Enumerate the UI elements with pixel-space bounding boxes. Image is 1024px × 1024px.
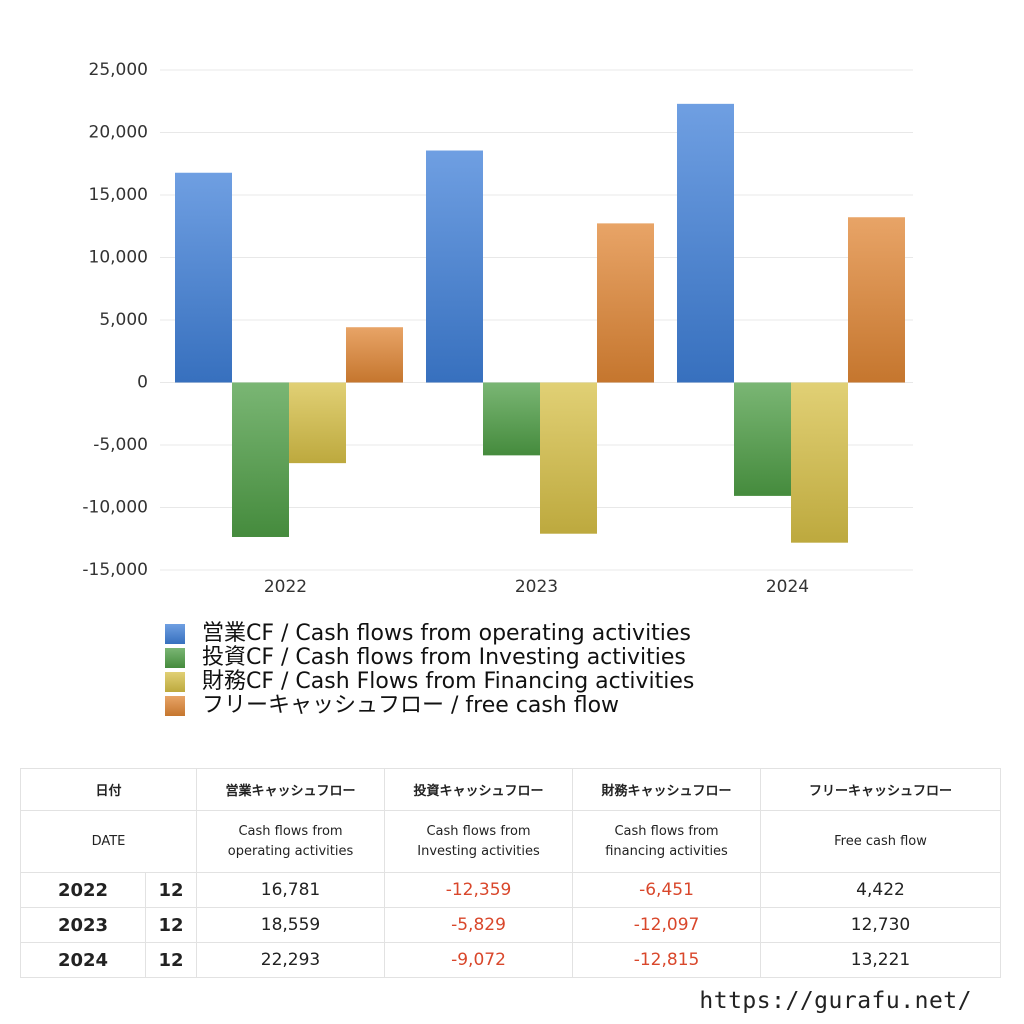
header-cell: Free cash flow xyxy=(760,810,1002,873)
legend-label: 営業CF / Cash flows from operating activit… xyxy=(202,621,691,646)
bar xyxy=(289,382,346,464)
bar xyxy=(791,382,848,543)
legend-label: フリーキャッシュフロー / free cash flow xyxy=(202,693,619,718)
data-cell: -5,829 xyxy=(384,907,574,943)
legend-label: 財務CF / Cash Flows from Financing activit… xyxy=(202,669,694,694)
bar xyxy=(540,382,597,534)
data-cell: 12 xyxy=(144,872,198,908)
bar xyxy=(175,172,232,383)
data-cell: -9,072 xyxy=(384,942,574,978)
table-body: 日付 営業キャッシュフロー 投資キャッシュフロー 財務キャッシュフロー フリーキャッシュ… xyxy=(19,768,1002,978)
chart: -15,000 -10,000 -5,000 0 5,000 10,000 15,000 20… xyxy=(82,60,913,718)
header-cell: Cash flows from operating activities xyxy=(196,810,386,873)
bar xyxy=(426,150,483,383)
header-row: 日付 営業キャッシュフロー 投資キャッシュフロー 財務キャッシュフロー フリーキャッシュ… xyxy=(19,768,1002,811)
data-cell: 22,293 xyxy=(196,942,386,978)
footer-url: https://gurafu.net/ xyxy=(699,988,972,1014)
header-cell: Cash flows from financing activities xyxy=(572,810,762,873)
data-cell: 12 xyxy=(144,907,198,943)
data-cell: -12,097 xyxy=(572,907,762,943)
data-cell: 2022 xyxy=(20,872,146,908)
bar xyxy=(232,382,289,537)
legend-swatch xyxy=(165,648,185,668)
data-cell: 12 xyxy=(144,942,198,978)
y-tick-label: 5,000 xyxy=(99,310,148,330)
data-row: 2022 12 16,781 -12,359 -6,451 4,422 xyxy=(20,872,1002,908)
legend-label: 投資CF / Cash flows from Investing activit… xyxy=(202,645,686,670)
bar xyxy=(848,217,905,383)
y-tick-label: -5,000 xyxy=(93,435,148,455)
header-cell: 投資キャッシュフロー xyxy=(384,768,574,811)
header-cell: Cash flows from Investing activities xyxy=(384,810,574,873)
header-cell: フリーキャッシュフロー xyxy=(760,768,1002,811)
header-row: DATE Cash flows from operating activities… xyxy=(19,810,1002,873)
y-tick-label: 20,000 xyxy=(89,123,148,143)
data-cell: 12,730 xyxy=(760,907,1002,943)
data-cell: 2024 xyxy=(20,942,146,978)
data-row: 2024 12 22,293 -9,072 -12,815 13,221 xyxy=(20,942,1002,978)
header-cell: 営業キャッシュフロー xyxy=(196,768,386,811)
data-table: 日付 営業キャッシュフロー 投資キャッシュフロー 財務キャッシュフロー フリーキャッシュ… xyxy=(19,768,1002,978)
data-cell: -12,815 xyxy=(572,942,762,978)
bar xyxy=(483,382,540,456)
y-tick-label: 15,000 xyxy=(89,185,148,205)
bar xyxy=(597,223,654,383)
bar xyxy=(346,327,403,383)
legend-swatch xyxy=(165,672,185,692)
bar xyxy=(677,103,734,383)
data-cell: 16,781 xyxy=(196,872,386,908)
legend-swatch xyxy=(165,696,185,716)
header-text: Cash flows from operating activities xyxy=(227,823,354,859)
header-text: DATE xyxy=(91,833,126,849)
header-cell: 日付 xyxy=(19,768,198,811)
data-cell: -6,451 xyxy=(572,872,762,908)
data-cell: 4,422 xyxy=(760,872,1002,908)
x-tick-label: 2022 xyxy=(264,577,307,597)
y-tick-label: -10,000 xyxy=(82,498,148,518)
header-cell: DATE xyxy=(19,810,198,873)
header-text: Cash flows from Investing activities xyxy=(417,823,540,859)
data-cell: -12,359 xyxy=(384,872,574,908)
data-cell: 13,221 xyxy=(760,942,1002,978)
data-row: 2023 12 18,559 -5,829 -12,097 12,730 xyxy=(20,907,1002,943)
header-text: Cash flows from financing activities xyxy=(605,823,728,859)
x-tick-label: 2024 xyxy=(766,577,809,597)
header-text: Free cash flow xyxy=(834,833,927,849)
data-cell: 2023 xyxy=(20,907,146,943)
y-tick-label: -15,000 xyxy=(82,560,148,580)
bar xyxy=(734,382,791,496)
data-cell: 18,559 xyxy=(196,907,386,943)
header-cell: 財務キャッシュフロー xyxy=(572,768,762,811)
y-tick-label: 10,000 xyxy=(89,248,148,268)
y-tick-label: 25,000 xyxy=(89,60,148,80)
x-tick-label: 2023 xyxy=(515,577,558,597)
legend-swatch xyxy=(165,624,185,644)
y-tick-label: 0 xyxy=(137,373,148,393)
